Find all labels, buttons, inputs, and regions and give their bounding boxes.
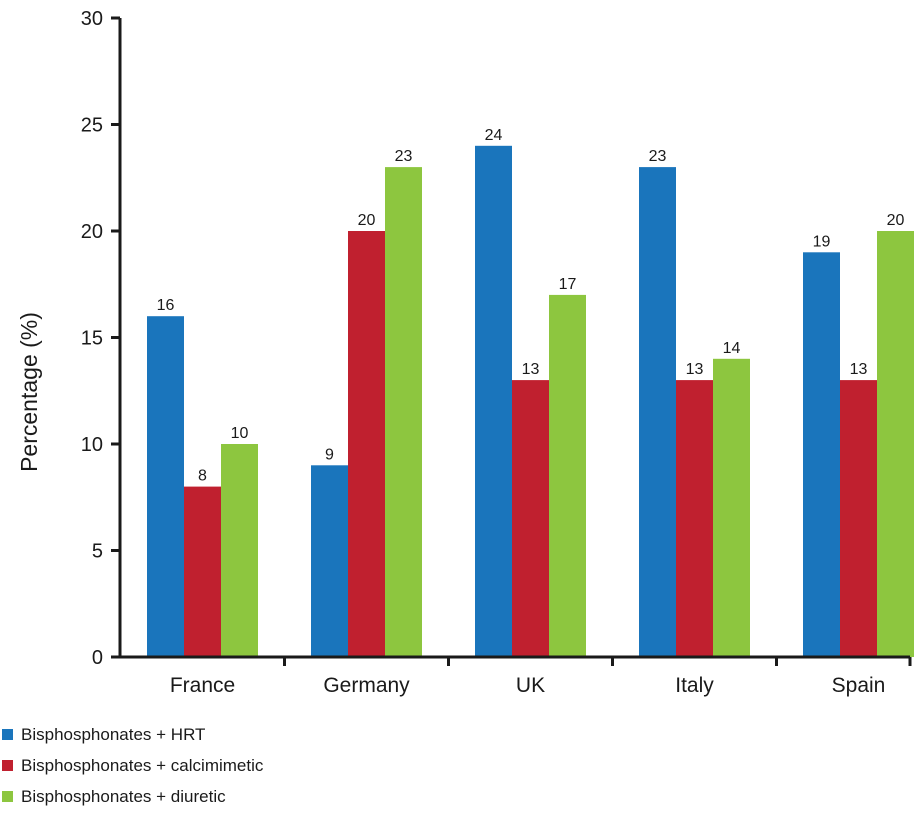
bar-uk-series-1 — [475, 145, 512, 658]
data-label: 13 — [850, 361, 868, 378]
bar-spain-series-3 — [877, 231, 914, 657]
data-label: 8 — [198, 468, 207, 485]
x-tick-label: Spain — [832, 674, 886, 697]
x-tick-label: UK — [516, 674, 545, 697]
y-tick-label: 25 — [81, 115, 103, 137]
y-tick-label: 15 — [81, 328, 103, 350]
data-label: 14 — [723, 340, 741, 357]
data-label: 13 — [686, 361, 704, 378]
legend-label: Bisphosphonates + HRT — [21, 725, 205, 744]
legend-label: Bisphosphonates + calcimimetic — [21, 756, 264, 775]
y-tick-label: 30 — [81, 8, 103, 30]
data-label: 23 — [395, 148, 413, 165]
y-tick-label: 20 — [81, 221, 103, 243]
bar-spain-series-2 — [840, 380, 877, 657]
legend-swatch — [2, 791, 13, 802]
bar-france-series-1 — [147, 316, 184, 657]
data-label: 23 — [649, 148, 667, 165]
bar-germany-series-1 — [311, 465, 348, 657]
x-tick-label: France — [170, 674, 235, 697]
bar-italy-series-3 — [713, 358, 750, 657]
bar-uk-series-3 — [549, 294, 586, 657]
bars-group — [147, 145, 914, 658]
x-axis: France Germany UK Italy Spain — [120, 655, 912, 697]
legend-label: Bisphosphonates + diuretic — [21, 787, 226, 806]
data-label: 17 — [559, 276, 577, 293]
bar-germany-series-3 — [385, 167, 422, 657]
data-label: 13 — [522, 361, 540, 378]
bar-france-series-3 — [221, 444, 258, 657]
y-tick-label: 0 — [92, 647, 103, 669]
y-tick-label: 10 — [81, 434, 103, 456]
legend-swatch — [2, 760, 13, 771]
data-label: 16 — [157, 297, 175, 314]
x-tick-label: Italy — [675, 674, 714, 697]
bar-uk-series-2 — [512, 380, 549, 657]
bar-spain-series-1 — [803, 252, 840, 658]
x-tick-label: Germany — [323, 674, 410, 697]
data-label: 10 — [231, 425, 249, 442]
data-label: 24 — [485, 127, 503, 144]
data-labels-group: 16 9 24 23 19 8 20 13 13 13 10 23 17 14 20 — [157, 127, 905, 485]
y-axis-label: Percentage (%) — [16, 312, 42, 472]
legend-swatch — [2, 729, 13, 740]
data-label: 9 — [325, 446, 334, 463]
bar-france-series-2 — [184, 486, 221, 657]
y-axis: 0 5 10 15 20 25 30 — [81, 8, 122, 669]
data-label: 19 — [813, 233, 831, 250]
data-label: 20 — [887, 212, 905, 229]
bar-italy-series-2 — [676, 380, 713, 657]
legend: Bisphosphonates + HRT Bisphosphonates + c… — [2, 725, 264, 806]
bar-germany-series-2 — [348, 231, 385, 657]
y-tick-label: 5 — [92, 541, 103, 563]
data-label: 20 — [358, 212, 376, 229]
bar-italy-series-1 — [639, 167, 676, 657]
